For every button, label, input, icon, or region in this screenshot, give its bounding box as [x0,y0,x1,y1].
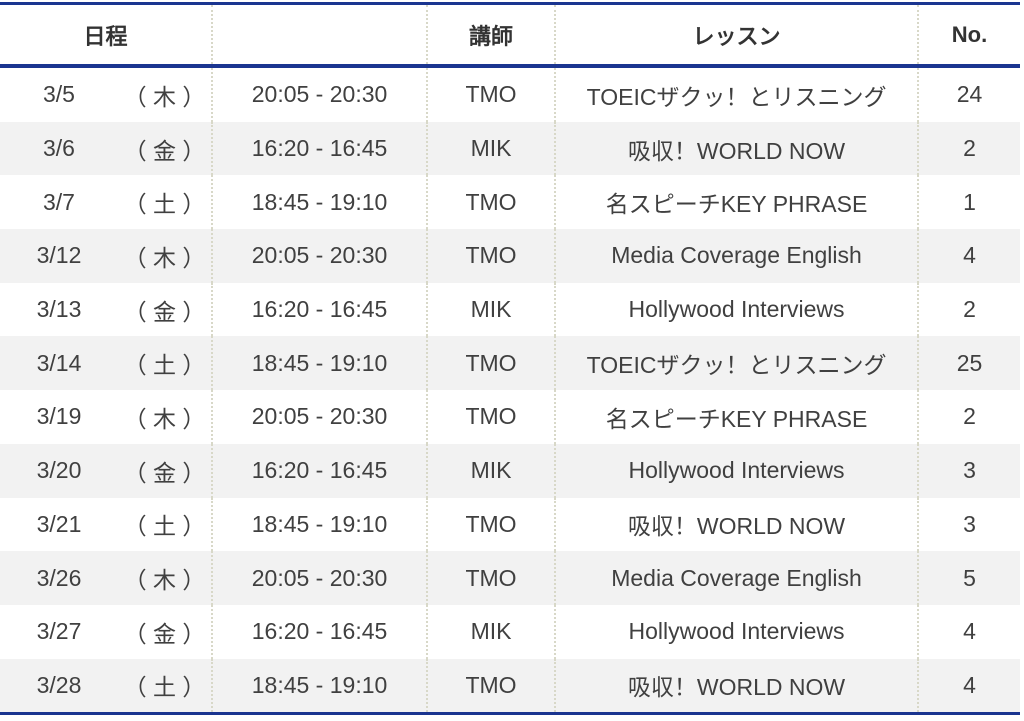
cell-day: （ 木 ） [118,551,213,605]
table-row: 3/13 （ 金 ） 16:20 - 16:45 MIK Hollywood Inter… [0,282,1021,337]
cell-lesson: TOEICザクッ！とリスニング [554,66,919,122]
table-row: 3/26 （ 木 ） 20:05 - 20:30 TMO Media Coverage … [0,551,1021,605]
cell-time: 16:20 - 16:45 [211,604,428,659]
cell-no: 4 [917,604,1021,659]
cell-teacher: TMO [426,551,556,605]
cell-lesson: Media Coverage English [554,229,919,283]
cell-date: 3/20 [0,443,118,498]
cell-teacher: TMO [426,229,556,283]
table-row: 3/21 （ 土 ） 18:45 - 19:10 TMO 吸収！WORLD NOW 3 [0,497,1021,552]
cell-date: 3/27 [36,618,82,645]
cell-time: 20:05 - 20:30 [211,229,428,283]
cell-time: 18:45 - 19:10 [211,658,428,714]
cell-day: （ 金 ） [118,443,213,498]
cell-lesson: 名スピーチKEY PHRASE [554,175,919,230]
table-row: 3/28 （ 土 ） 18:45 - 19:10 TMO 吸収！WORLD NOW 4 [0,658,1021,714]
cell-lesson: 吸収！WORLD NOW [554,497,919,552]
cell-time: 16:20 - 16:45 [211,443,428,498]
cell-date: 3/5 [43,81,75,108]
cell-day: （ 金 ） [123,620,206,647]
cell-day: （ 金 ） [118,121,213,176]
cell-teacher: MIK [426,121,556,176]
cell-teacher: MIK [426,604,556,659]
cell-date: 3/26 [0,551,118,605]
cell-no: 25 [917,336,1021,391]
cell-time: 16:20 - 16:45 [211,121,428,176]
cell-teacher: TMO [426,390,556,444]
cell-no: 4 [917,658,1021,714]
cell-time: 18:45 - 19:10 [211,175,428,230]
cell-teacher: TMO [426,336,556,391]
cell-lesson: Media Coverage English [554,551,919,605]
cell-date: 3/14 [0,336,118,391]
table-row: 3/7 （ 土 ） 18:45 - 19:10 TMO 名スピーチKEY PHRASE 1 [0,175,1021,230]
cell-no: 3 [917,443,1021,498]
cell-date: 3/12 [0,229,118,283]
table-row: 3/19 （ 木 ） 20:05 - 20:30 TMO 名スピーチKEY PHRASE… [0,390,1021,444]
header-time [211,3,428,68]
cell-lesson: 吸収！WORLD NOW [554,121,919,176]
cell-teacher: MIK [426,443,556,498]
cell-day: （ 木 ） [123,83,206,110]
header-row: 日程 講師 レッスン No. [0,3,1021,68]
cell-lesson: 名スピーチKEY PHRASE [554,390,919,444]
cell-no: 1 [917,175,1021,230]
table-row: 3/14 （ 土 ） 18:45 - 19:10 TMO TOEICザクッ！とリスニング… [0,336,1021,391]
cell-no: 24 [917,66,1021,122]
table-row: 3/12 （ 木 ） 20:05 - 20:30 TMO Media Coverage … [0,229,1021,283]
table-row: 3/5 （ 木 ） 20:05 - 20:30 TMO TOEICザクッ！とリスニング 2… [0,66,1021,122]
cell-date: 3/7 [43,188,75,215]
cell-time: 18:45 - 19:10 [211,336,428,391]
cell-day: （ 土 ） [123,513,206,540]
cell-date: 3/13 [36,296,82,323]
cell-no: 2 [917,282,1021,337]
header-no: No. [917,3,1021,68]
cell-no: 5 [917,551,1021,605]
cell-time: 18:45 - 19:10 [211,497,428,552]
cell-time: 16:20 - 16:45 [211,282,428,337]
cell-day: （ 木 ） [123,405,206,432]
cell-date: 3/21 [36,510,82,537]
cell-lesson: TOEICザクッ！とリスニング [554,336,919,391]
cell-lesson: Hollywood Interviews [554,282,919,337]
cell-teacher: TMO [426,66,556,122]
table-row: 3/6 （ 金 ） 16:20 - 16:45 MIK 吸収！WORLD NOW 2 [0,121,1021,176]
cell-no: 4 [917,229,1021,283]
cell-lesson: Hollywood Interviews [554,443,919,498]
cell-day: （ 土 ） [118,336,213,391]
table-row: 3/27 （ 金 ） 16:20 - 16:45 MIK Hollywood Inter… [0,604,1021,659]
cell-time: 20:05 - 20:30 [211,551,428,605]
cell-day: （ 土 ） [123,191,206,218]
header-lesson: レッスン [554,3,919,68]
cell-day: （ 土 ） [118,658,213,714]
cell-date: 3/19 [36,403,82,430]
cell-teacher: TMO [426,658,556,714]
cell-lesson: Hollywood Interviews [554,604,919,659]
cell-lesson: 吸収！WORLD NOW [554,658,919,714]
cell-time: 20:05 - 20:30 [211,66,428,122]
header-teacher: 講師 [426,3,556,68]
table-row: 3/20 （ 金 ） 16:20 - 16:45 MIK Hollywood Inter… [0,443,1021,498]
cell-teacher: TMO [426,497,556,552]
cell-day: （ 木 ） [118,229,213,283]
cell-date: 3/28 [0,658,118,714]
cell-date: 3/6 [0,121,118,176]
cell-teacher: TMO [426,175,556,230]
cell-no: 3 [917,497,1021,552]
cell-no: 2 [917,390,1021,444]
header-schedule: 日程 [0,3,213,68]
cell-time: 20:05 - 20:30 [211,390,428,444]
cell-teacher: MIK [426,282,556,337]
cell-no: 2 [917,121,1021,176]
cell-day: （ 金 ） [123,298,206,325]
